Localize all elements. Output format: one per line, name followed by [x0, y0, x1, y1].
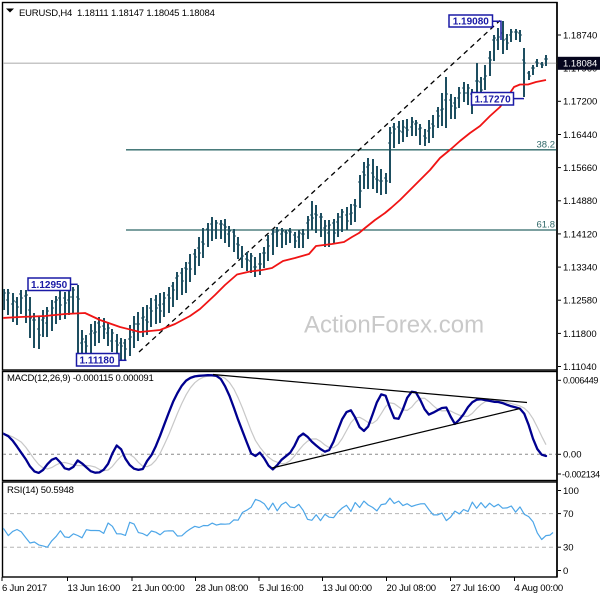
svg-text:1.13340: 1.13340	[563, 263, 597, 274]
svg-text:21 Jun 00:00: 21 Jun 00:00	[132, 583, 185, 594]
svg-text:EURUSD,H4 1.18111 1.18147 1.1: EURUSD,H4 1.18111 1.18147 1.18045 1.1808…	[19, 8, 215, 19]
svg-text:1.11180: 1.11180	[80, 356, 115, 367]
svg-text:0: 0	[563, 566, 568, 577]
svg-text:1.18084: 1.18084	[563, 59, 597, 70]
svg-text:27 Jul 16:00: 27 Jul 16:00	[451, 583, 500, 594]
svg-text:13 Jul 00:00: 13 Jul 00:00	[323, 583, 372, 594]
svg-text:1.17200: 1.17200	[563, 97, 597, 108]
svg-text:RSI(14) 50.5948: RSI(14) 50.5948	[7, 485, 74, 496]
svg-text:1.18740: 1.18740	[563, 30, 597, 41]
svg-text:6 Jun 2017: 6 Jun 2017	[2, 583, 47, 594]
svg-text:5 Jul 16:00: 5 Jul 16:00	[259, 583, 303, 594]
svg-text:4 Aug 00:00: 4 Aug 00:00	[515, 583, 564, 594]
svg-text:61.8: 61.8	[537, 220, 556, 231]
svg-text:1.11040: 1.11040	[563, 362, 597, 373]
svg-text:MACD(12,26,9) -0.000115 0.0000: MACD(12,26,9) -0.000115 0.000091	[7, 373, 154, 384]
svg-text:1.12580: 1.12580	[563, 296, 597, 307]
svg-text:1.16440: 1.16440	[563, 130, 597, 141]
svg-text:100: 100	[563, 486, 579, 497]
svg-text:1.19080: 1.19080	[453, 17, 490, 28]
svg-text:30: 30	[563, 543, 574, 554]
svg-text:1.11800: 1.11800	[563, 329, 597, 340]
svg-text:28 Jun 08:00: 28 Jun 08:00	[196, 583, 249, 594]
svg-text:1.15660: 1.15660	[563, 163, 597, 174]
svg-text:20 Jul 08:00: 20 Jul 08:00	[387, 583, 436, 594]
svg-text:70: 70	[563, 509, 574, 520]
svg-text:0.006449: 0.006449	[563, 376, 598, 386]
svg-text:1.17270: 1.17270	[475, 95, 512, 106]
svg-text:1.14880: 1.14880	[563, 196, 597, 207]
svg-text:1.12950: 1.12950	[31, 280, 68, 291]
svg-text:ActionForex.com: ActionForex.com	[304, 312, 484, 339]
svg-text:1.14120: 1.14120	[563, 229, 597, 240]
svg-text:13 Jun 16:00: 13 Jun 16:00	[68, 583, 121, 594]
svg-text:0.00: 0.00	[563, 450, 582, 461]
svg-text:38.2: 38.2	[537, 139, 556, 150]
svg-text:-0.002134: -0.002134	[562, 469, 600, 479]
